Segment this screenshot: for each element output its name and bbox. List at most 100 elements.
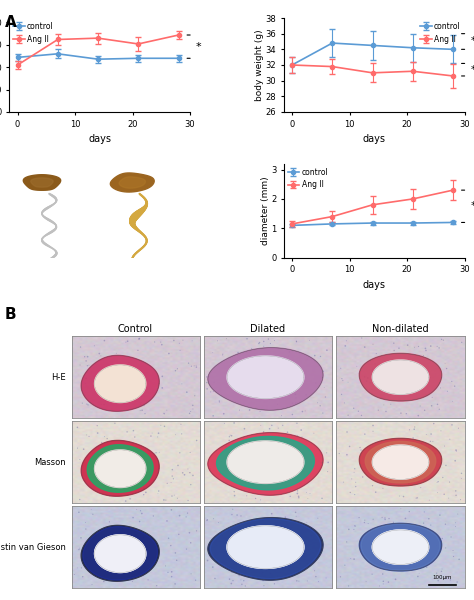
- Point: [184, 508, 191, 518]
- Point: [259, 516, 267, 526]
- Point: [260, 341, 267, 351]
- Point: [126, 494, 134, 503]
- Point: [167, 541, 174, 550]
- Point: [122, 394, 130, 404]
- Point: [389, 379, 396, 388]
- Point: [293, 431, 301, 441]
- Point: [261, 485, 268, 494]
- Point: [85, 361, 93, 370]
- Point: [274, 434, 282, 444]
- Point: [276, 483, 284, 493]
- Point: [300, 451, 308, 461]
- Point: [119, 554, 127, 563]
- Point: [91, 341, 98, 350]
- Point: [415, 559, 423, 568]
- Point: [453, 577, 461, 587]
- Point: [137, 566, 144, 576]
- Point: [425, 514, 433, 524]
- Point: [428, 449, 435, 459]
- Point: [79, 572, 87, 581]
- Point: [142, 488, 150, 497]
- Point: [234, 547, 241, 556]
- Point: [359, 472, 366, 482]
- Point: [367, 467, 375, 476]
- Polygon shape: [208, 433, 323, 495]
- Point: [271, 336, 278, 346]
- Point: [164, 568, 172, 577]
- Point: [117, 446, 125, 455]
- Point: [172, 548, 179, 558]
- Point: [252, 356, 259, 365]
- Point: [144, 575, 152, 584]
- Point: [439, 335, 447, 345]
- Point: [291, 390, 299, 400]
- Point: [157, 421, 164, 430]
- Point: [295, 569, 302, 578]
- Text: A: A: [5, 15, 17, 30]
- Point: [82, 356, 90, 366]
- Point: [77, 342, 84, 352]
- Point: [320, 383, 328, 392]
- Point: [293, 361, 301, 371]
- Point: [188, 361, 195, 371]
- Point: [411, 526, 419, 535]
- Point: [111, 418, 118, 428]
- Point: [123, 479, 131, 489]
- Point: [244, 525, 251, 535]
- Point: [100, 432, 108, 442]
- Point: [361, 518, 368, 527]
- Point: [422, 346, 430, 355]
- Point: [270, 436, 277, 445]
- Point: [241, 581, 249, 591]
- Point: [237, 475, 245, 485]
- Point: [287, 562, 294, 571]
- Point: [293, 489, 301, 499]
- Point: [301, 406, 309, 416]
- Point: [186, 448, 194, 457]
- Point: [408, 551, 415, 561]
- Point: [346, 488, 354, 497]
- Point: [92, 461, 100, 470]
- Text: 100μm: 100μm: [432, 575, 452, 580]
- Point: [260, 581, 268, 590]
- Polygon shape: [359, 523, 442, 571]
- Point: [255, 531, 263, 541]
- Point: [438, 566, 445, 576]
- Point: [191, 391, 199, 401]
- Point: [255, 550, 262, 560]
- Point: [137, 406, 144, 415]
- Point: [123, 399, 131, 409]
- Point: [385, 577, 392, 587]
- Point: [88, 367, 95, 377]
- Point: [243, 334, 251, 344]
- Polygon shape: [23, 175, 61, 190]
- Point: [246, 485, 253, 495]
- Point: [268, 421, 275, 430]
- Text: *: *: [196, 41, 201, 52]
- Point: [339, 376, 346, 385]
- Point: [308, 531, 315, 541]
- Text: Masson: Masson: [34, 458, 66, 467]
- Point: [109, 485, 116, 495]
- Point: [137, 377, 145, 387]
- Point: [397, 409, 405, 418]
- Point: [310, 428, 318, 438]
- Point: [121, 465, 129, 475]
- Point: [73, 422, 81, 432]
- Point: [154, 489, 162, 499]
- Point: [420, 475, 428, 484]
- Point: [458, 469, 465, 478]
- Point: [292, 393, 300, 403]
- Point: [284, 427, 292, 437]
- Point: [350, 524, 358, 534]
- Point: [138, 392, 146, 401]
- Point: [239, 379, 246, 389]
- Point: [343, 537, 350, 547]
- Point: [369, 421, 377, 430]
- Point: [126, 562, 133, 572]
- Point: [317, 352, 324, 361]
- Point: [165, 533, 173, 543]
- Point: [418, 439, 425, 448]
- Point: [384, 380, 392, 389]
- Point: [183, 388, 191, 397]
